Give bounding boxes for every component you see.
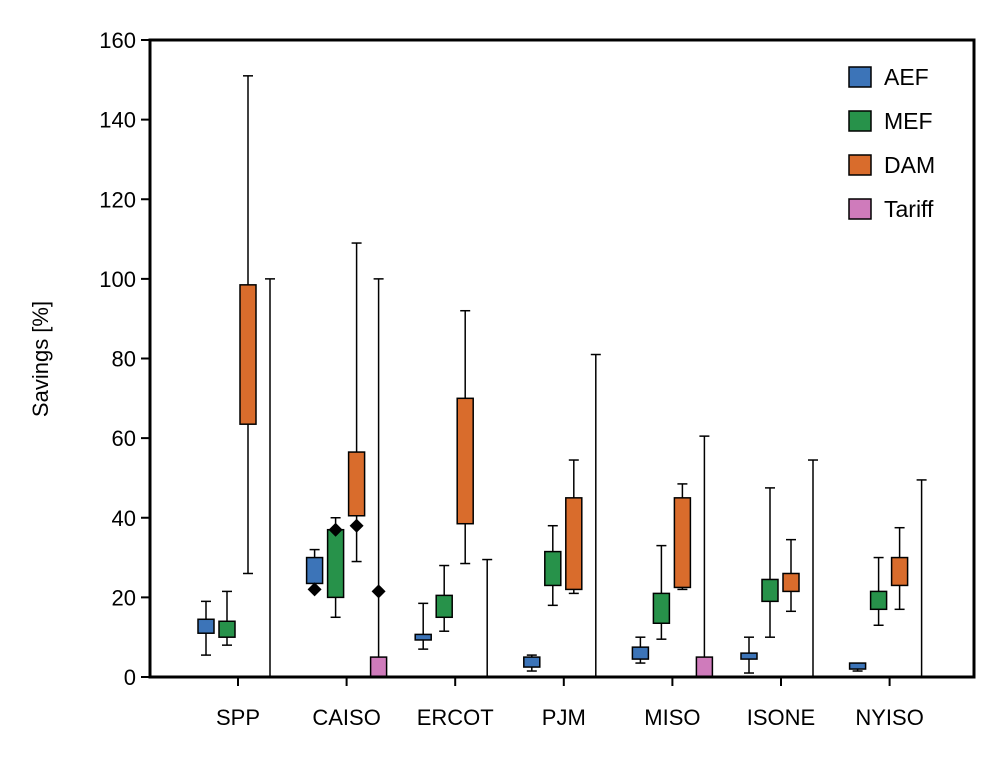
x-tick-label-caiso: CAISO xyxy=(312,705,380,730)
legend-label-dam: DAM xyxy=(884,152,935,178)
y-axis-title: Savings [%] xyxy=(28,301,53,417)
box-dam-spp xyxy=(239,284,257,425)
box-mef-pjm xyxy=(544,550,562,587)
outlier-mef-caiso xyxy=(328,522,343,537)
x-tick-label-nyiso: NYISO xyxy=(855,705,923,730)
legend-swatch-aef xyxy=(848,66,872,88)
axes: 0 20 40 60 80 100 120 140 160 SPP CAISO ERCOT PJM MIS… xyxy=(99,28,976,730)
box-mef-miso xyxy=(652,592,671,625)
box-mef-spp xyxy=(218,620,236,638)
legend-swatch-mef xyxy=(848,110,872,132)
box-tariff-caiso xyxy=(369,656,388,678)
box-dam-pjm xyxy=(565,497,583,591)
box-mef-nyiso xyxy=(869,590,888,611)
y-tick-label: 20 xyxy=(112,585,136,610)
box-mef-caiso xyxy=(326,528,345,599)
plot-area xyxy=(197,75,927,678)
legend-swatch-tariff xyxy=(848,198,872,220)
legend-label-tariff: Tariff xyxy=(884,196,934,222)
legend: AEF MEF DAM Tariff xyxy=(848,64,935,222)
box-tariff-miso xyxy=(695,656,714,678)
box-aef-nyiso xyxy=(848,662,867,670)
y-tick-label: 60 xyxy=(112,426,136,451)
legend-label-aef: AEF xyxy=(884,64,929,90)
box-aef-isone xyxy=(740,652,758,660)
x-tick-label-spp: SPP xyxy=(216,705,260,730)
y-tick-label: 100 xyxy=(99,267,136,292)
y-tick-label: 140 xyxy=(99,108,136,133)
box-mef-isone xyxy=(761,578,779,603)
box-aef-pjm xyxy=(523,656,541,668)
x-tick-label-pjm: PJM xyxy=(542,705,586,730)
x-tick-label-isone: ISONE xyxy=(747,705,815,730)
box-aef-caiso xyxy=(305,556,324,585)
box-dam-nyiso xyxy=(890,556,909,587)
box-aef-ercot xyxy=(414,633,432,641)
y-tick-label: 160 xyxy=(99,28,136,53)
outlier-aef-caiso xyxy=(307,582,322,597)
box-dam-ercot xyxy=(456,397,474,525)
box-aef-miso xyxy=(631,646,650,660)
box-dam-miso xyxy=(673,497,692,589)
legend-swatch-dam xyxy=(848,154,872,176)
axes-frame xyxy=(148,38,976,679)
y-tick-label: 80 xyxy=(112,347,136,372)
box-dam-caiso xyxy=(347,451,366,517)
y-tick-label: 0 xyxy=(124,665,136,690)
legend-label-mef: MEF xyxy=(884,108,933,134)
x-tick-label-miso: MISO xyxy=(644,705,700,730)
box-dam-isone xyxy=(782,572,800,593)
outlier-tariff-caiso xyxy=(371,584,386,599)
box-aef-spp xyxy=(197,618,215,634)
x-tick-label-ercot: ERCOT xyxy=(417,705,494,730)
box-mef-ercot xyxy=(435,594,453,619)
outlier-dam-caiso xyxy=(349,518,364,533)
y-tick-label: 40 xyxy=(112,506,136,531)
y-tick-label: 120 xyxy=(99,187,136,212)
